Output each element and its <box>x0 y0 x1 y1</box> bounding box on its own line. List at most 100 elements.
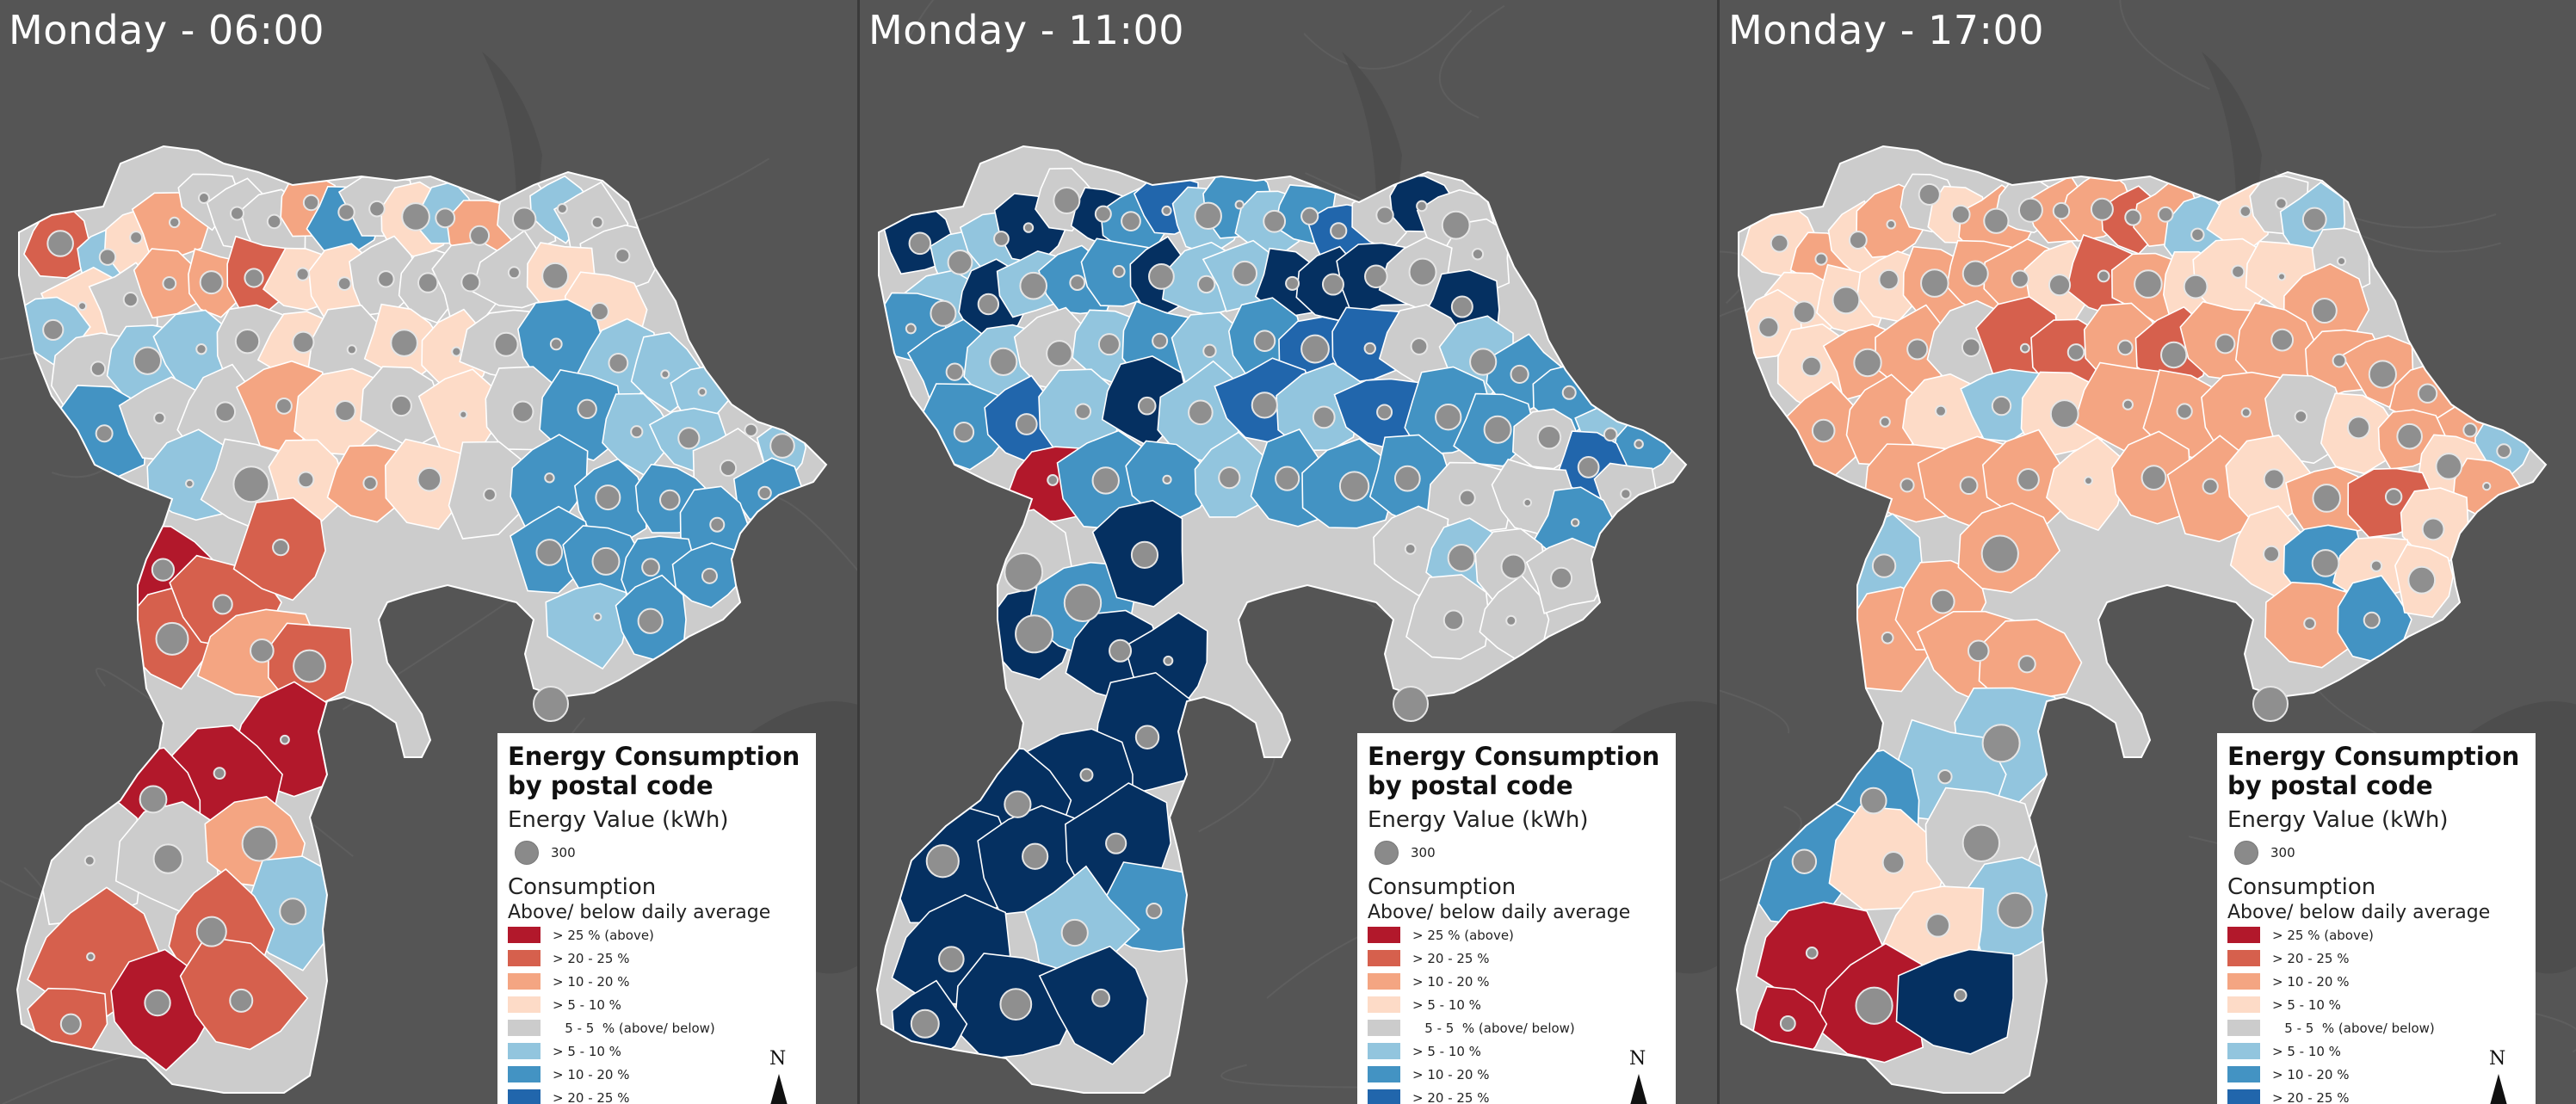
choropleth-map-1700 <box>1720 0 2576 1104</box>
energy-circle <box>549 337 563 351</box>
energy-circle <box>2311 549 2340 577</box>
energy-circle <box>417 272 439 293</box>
energy-circle <box>1300 207 1319 225</box>
energy-circle <box>1046 340 1073 367</box>
energy-circle <box>86 952 96 962</box>
energy-circle <box>769 433 795 459</box>
energy-circle <box>1442 609 1465 631</box>
legend-class-row: > 20 - 25 % <box>1368 1086 1665 1104</box>
legend-swatch <box>2227 1066 2260 1082</box>
energy-circle <box>2176 403 2193 420</box>
energy-circle <box>1570 518 1580 527</box>
energy-circle <box>953 421 975 443</box>
panel-title: Monday - 11:00 <box>868 7 1185 53</box>
energy-circle <box>2368 360 2397 389</box>
legend-class-label: > 5 - 10 % <box>1412 996 1481 1013</box>
energy-circle <box>1634 439 1644 449</box>
energy-circle <box>595 484 621 511</box>
north-label: N <box>2489 1048 2506 1070</box>
energy-circle <box>2239 205 2252 218</box>
energy-circle <box>2202 478 2219 495</box>
legend-swatch <box>508 996 541 1013</box>
legend-class-row: > 25 % (above) <box>1368 923 1665 947</box>
energy-circle <box>1393 465 1421 492</box>
legend-class-list: > 25 % (above) > 20 - 25 % > 10 - 20 % > 5 … <box>1368 923 1665 1104</box>
postal-code-region <box>1276 362 1362 452</box>
energy-circle <box>1814 252 1828 266</box>
energy-circle <box>947 249 973 275</box>
energy-circle <box>905 323 917 335</box>
energy-circle <box>297 471 315 489</box>
energy-circle <box>2462 422 2478 438</box>
energy-circle <box>133 346 163 375</box>
energy-circle <box>459 410 468 419</box>
legend-swatch <box>508 1066 541 1082</box>
energy-circle <box>368 200 386 218</box>
energy-circle <box>42 318 65 342</box>
size-sample-label: 300 <box>551 845 576 860</box>
energy-circle <box>1603 427 1618 442</box>
legend-class-label: > 10 - 20 % <box>2272 1066 2350 1082</box>
legend-class-label: 5 - 5 % (above/ below) <box>553 1020 715 1036</box>
energy-circle <box>334 399 356 422</box>
energy-circle <box>1004 552 1044 592</box>
energy-circle <box>1918 182 1941 207</box>
energy-circle <box>637 608 664 634</box>
energy-circle <box>451 346 462 357</box>
legend-swatch <box>1368 1066 1400 1082</box>
energy-circle <box>1375 206 1394 225</box>
energy-circle <box>214 401 237 422</box>
energy-circle <box>511 400 534 423</box>
legend-class-row: > 20 - 25 % <box>2227 1086 2525 1104</box>
legend-swatch <box>1368 950 1400 966</box>
energy-circle <box>1404 542 1417 555</box>
energy-circle <box>930 299 957 327</box>
energy-circle <box>1376 404 1393 421</box>
legend-class-row: > 25 % (above) <box>2227 923 2525 947</box>
energy-circle <box>1757 316 1780 338</box>
legend-class-label: 5 - 5 % (above/ below) <box>1412 1020 1575 1036</box>
panel-title: Monday - 17:00 <box>1728 7 2045 53</box>
legend-class-label: > 5 - 10 % <box>2272 1043 2341 1059</box>
north-arrow-icon: N <box>1628 1048 1652 1104</box>
legend: Energy Consumption by postal code Energy… <box>497 733 816 1104</box>
map-panel-1700: Monday - 17:00 Energy Consumption by pos… <box>1720 0 2576 1104</box>
energy-circle <box>1961 823 2001 862</box>
energy-circle <box>677 427 701 450</box>
legend-class-row: > 10 - 20 % <box>2227 1063 2525 1086</box>
energy-circle <box>1811 418 1836 443</box>
energy-circle <box>280 734 290 745</box>
legend-class-row: > 10 - 20 % <box>1368 970 1665 993</box>
energy-circle <box>144 989 171 1017</box>
energy-circle <box>1961 337 1981 357</box>
energy-circle <box>59 1013 82 1035</box>
energy-circle <box>659 489 681 511</box>
legend-class-row: > 5 - 10 % <box>1368 993 1665 1016</box>
energy-circle <box>1471 248 1485 261</box>
energy-circle <box>908 231 932 256</box>
energy-circle <box>511 207 537 231</box>
energy-circle <box>483 487 497 502</box>
energy-circle <box>1967 639 1990 663</box>
energy-circle <box>999 988 1033 1021</box>
energy-circle <box>590 302 609 322</box>
legend-class-row: 5 - 5 % (above/ below) <box>508 1016 806 1039</box>
energy-circle <box>1832 286 1861 315</box>
energy-circle <box>1620 488 1632 500</box>
energy-circle <box>377 270 395 288</box>
energy-circle <box>660 369 670 379</box>
energy-circle <box>390 394 412 417</box>
legend-swatch <box>508 927 541 943</box>
legend-title: Energy Consumption by postal code <box>508 742 800 800</box>
legend-class-row: > 5 - 10 % <box>2227 1039 2525 1063</box>
legend-swatch <box>1368 927 1400 943</box>
energy-circle <box>250 638 275 663</box>
energy-circle <box>1435 403 1462 431</box>
legend-class-label: > 5 - 10 % <box>553 996 621 1013</box>
energy-circle <box>608 352 629 373</box>
energy-circle <box>1935 404 1948 417</box>
energy-circle <box>1121 211 1141 231</box>
energy-circle <box>1330 222 1348 240</box>
energy-circle <box>1805 947 1819 959</box>
energy-circle <box>1961 260 1989 287</box>
